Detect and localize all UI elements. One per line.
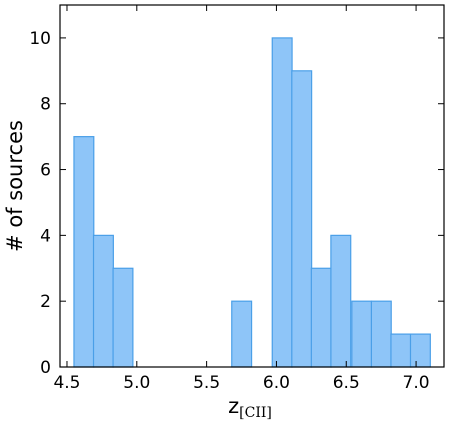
histogram-bar-6 xyxy=(310,267,332,368)
y-tick-label: 4 xyxy=(40,226,51,246)
histogram-bar-3 xyxy=(231,300,253,368)
histogram-bar-1 xyxy=(92,234,114,368)
y-axis-label: # of sources xyxy=(3,120,27,252)
histogram-bar-7 xyxy=(330,234,352,368)
y-tick-label: 6 xyxy=(40,161,51,181)
histogram-bar-10 xyxy=(390,333,412,368)
plot-frame xyxy=(59,4,445,368)
x-axis-ticks: 4.5 5.0 5.5 6.0 6.5 7.0 xyxy=(53,5,430,393)
x-tick-label: 5.5 xyxy=(193,373,220,393)
histogram-bar-8 xyxy=(351,300,373,368)
y-tick-label: 8 xyxy=(40,95,51,115)
histogram-bars xyxy=(73,37,431,368)
x-tick-label: 6.5 xyxy=(333,373,360,393)
histogram-bar-9 xyxy=(370,300,392,368)
x-axis-label: z[CII] xyxy=(228,394,272,421)
x-tick-label: 5.0 xyxy=(123,373,150,393)
histogram-bar-5 xyxy=(291,70,313,368)
x-tick-label: 7.0 xyxy=(403,373,430,393)
y-tick-label: 0 xyxy=(40,358,51,378)
histogram-bar-2 xyxy=(112,267,134,368)
y-tick-label: 10 xyxy=(29,29,51,49)
x-tick-label: 4.5 xyxy=(53,373,80,393)
histogram-bar-0 xyxy=(73,136,95,368)
y-tick-label: 2 xyxy=(40,292,51,312)
histogram-bar-4 xyxy=(271,37,293,368)
histogram-bar-11 xyxy=(409,333,431,368)
x-tick-label: 6.0 xyxy=(263,373,290,393)
